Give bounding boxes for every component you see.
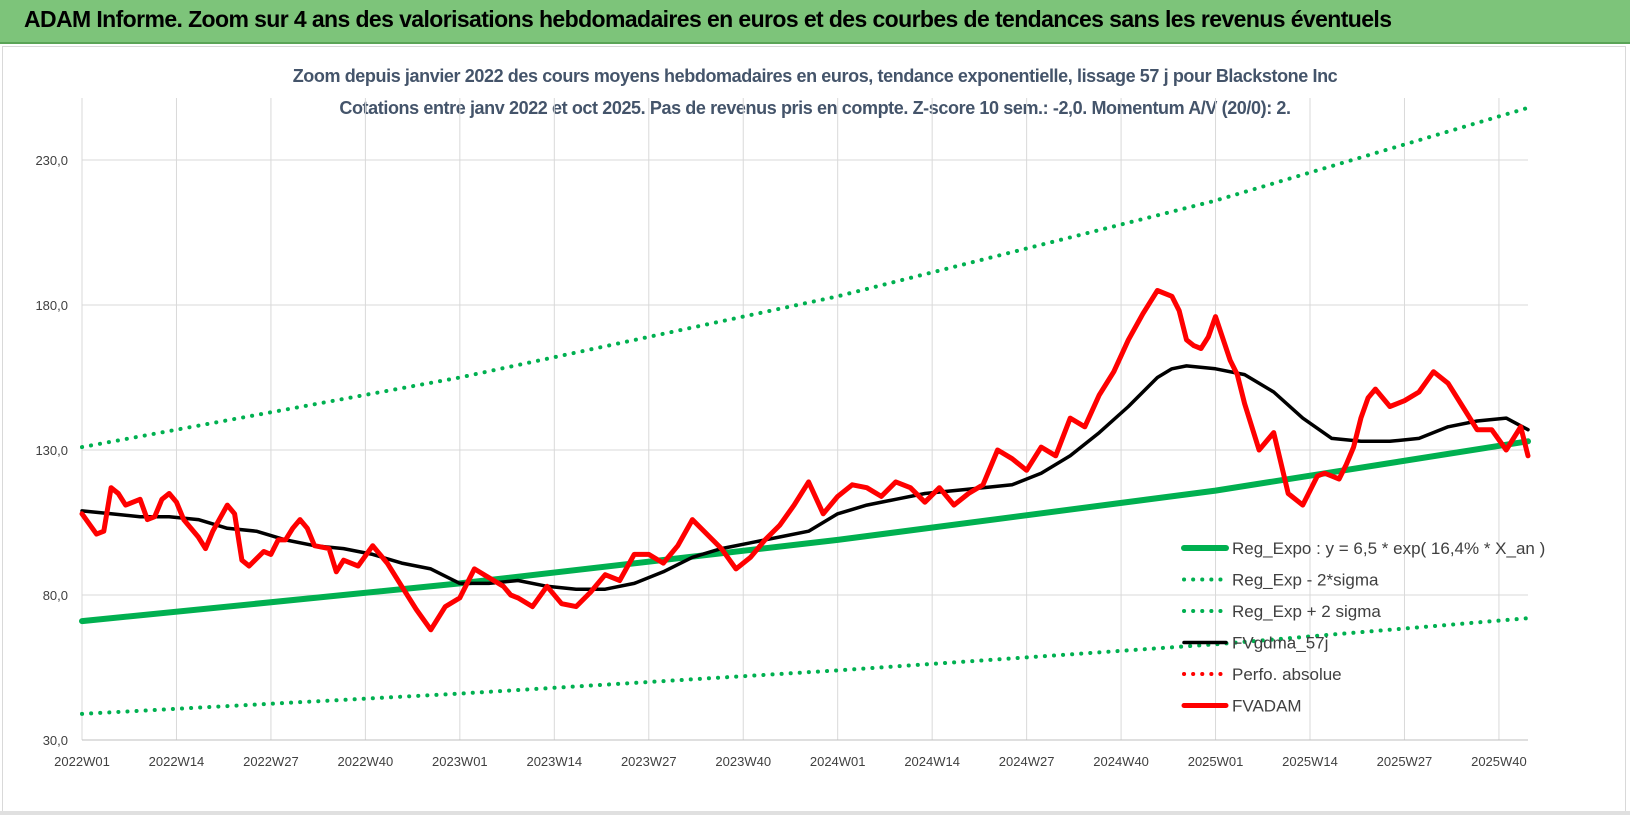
legend-label: FVADAM xyxy=(1232,697,1302,716)
report-title: ADAM Informe. Zoom sur 4 ans des valoris… xyxy=(24,6,1392,32)
x-tick-label: 2022W14 xyxy=(149,754,205,769)
bottom-bar xyxy=(0,811,1630,815)
legend-label: Reg_Exp - 2*sigma xyxy=(1232,571,1379,590)
x-tick-label: 2024W14 xyxy=(904,754,960,769)
x-tick-label: 2025W40 xyxy=(1471,754,1527,769)
x-tick-label: 2025W01 xyxy=(1188,754,1244,769)
series-line-1 xyxy=(80,616,1530,716)
legend: Reg_Expo : y = 6,5 * exp( 16,4% * X_an )… xyxy=(1181,539,1545,716)
legend-label: Reg_Expo : y = 6,5 * exp( 16,4% * X_an ) xyxy=(1232,539,1545,558)
chart-title: Zoom depuis janvier 2022 des cours moyen… xyxy=(292,66,1338,86)
x-tick-label: 2022W27 xyxy=(243,754,299,769)
y-tick-label: 180,0 xyxy=(35,298,68,313)
x-axis-ticks: 2022W01 2022W14 2022W27 2022W40 2023W01 2023W… xyxy=(54,754,1527,769)
gridlines xyxy=(81,98,1528,741)
x-tick-label: 2023W27 xyxy=(621,754,677,769)
x-tick-label: 2022W01 xyxy=(54,754,110,769)
y-tick-label: 30,0 xyxy=(43,733,68,748)
x-tick-label: 2023W14 xyxy=(526,754,582,769)
series-line-5 xyxy=(79,288,1531,633)
x-tick-label: 2024W40 xyxy=(1093,754,1149,769)
y-tick-label: 130,0 xyxy=(35,443,68,458)
x-tick-label: 2023W40 xyxy=(715,754,771,769)
x-tick-label: 2025W14 xyxy=(1282,754,1338,769)
series-lines xyxy=(79,105,1531,716)
x-tick-label: 2024W27 xyxy=(999,754,1055,769)
series-line-2 xyxy=(80,105,1530,450)
legend-label: Reg_Exp + 2 sigma xyxy=(1232,602,1381,621)
x-tick-label: 2025W27 xyxy=(1377,754,1433,769)
legend-label: FVgdma_57j xyxy=(1232,634,1328,653)
chart-subtitle: Cotations entre janv 2022 et oct 2025. P… xyxy=(339,98,1291,118)
legend-label: Perfo. absolue xyxy=(1232,665,1342,684)
x-tick-label: 2023W01 xyxy=(432,754,488,769)
x-tick-label: 2024W01 xyxy=(810,754,866,769)
x-tick-label: 2022W40 xyxy=(338,754,394,769)
y-tick-label: 80,0 xyxy=(43,588,68,603)
y-tick-label: 230,0 xyxy=(35,153,68,168)
y-axis-ticks: 30,0 80,0 130,0 180,0 230,0 xyxy=(35,153,68,748)
header-banner: ADAM Informe. Zoom sur 4 ans des valoris… xyxy=(0,0,1630,44)
